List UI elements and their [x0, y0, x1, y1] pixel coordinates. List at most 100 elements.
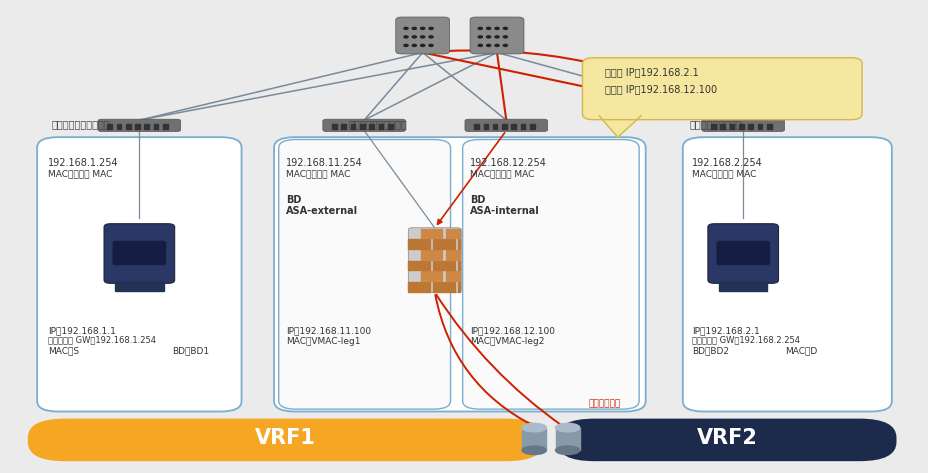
Bar: [369, 124, 373, 129]
Text: MAC：S: MAC：S: [48, 346, 80, 355]
Circle shape: [495, 36, 498, 38]
Bar: [445, 229, 460, 238]
Circle shape: [420, 44, 424, 46]
Bar: [483, 124, 488, 129]
Bar: [115, 281, 163, 291]
Bar: [474, 124, 479, 129]
Circle shape: [503, 44, 507, 46]
FancyBboxPatch shape: [37, 137, 241, 412]
Ellipse shape: [555, 423, 579, 432]
Circle shape: [495, 44, 498, 46]
Bar: [555, 428, 579, 450]
Circle shape: [486, 36, 490, 38]
Bar: [432, 261, 455, 271]
FancyBboxPatch shape: [408, 228, 460, 292]
Bar: [445, 250, 460, 260]
FancyBboxPatch shape: [465, 119, 548, 131]
Bar: [522, 428, 546, 450]
Bar: [420, 229, 442, 238]
Text: ASA-external: ASA-external: [286, 206, 358, 216]
Circle shape: [478, 27, 482, 29]
Text: MAC：VMAC-leg1: MAC：VMAC-leg1: [286, 337, 360, 346]
Circle shape: [429, 44, 432, 46]
Bar: [757, 124, 762, 129]
FancyBboxPatch shape: [557, 419, 896, 461]
Bar: [379, 124, 383, 129]
Text: BD: BD: [470, 195, 485, 205]
FancyBboxPatch shape: [278, 140, 450, 409]
Circle shape: [478, 36, 482, 38]
Text: IP：192.168.12.100: IP：192.168.12.100: [470, 326, 554, 335]
Circle shape: [404, 27, 407, 29]
Text: MAC：リーフ MAC: MAC：リーフ MAC: [691, 169, 755, 178]
Bar: [493, 124, 497, 129]
Bar: [458, 261, 460, 271]
FancyBboxPatch shape: [28, 419, 543, 461]
Text: IP：192.168.1.1: IP：192.168.1.1: [48, 326, 116, 335]
Circle shape: [412, 36, 416, 38]
Text: VRF2: VRF2: [696, 428, 756, 447]
Text: VRF1: VRF1: [255, 428, 316, 447]
FancyBboxPatch shape: [715, 241, 769, 265]
Text: MAC：リーフ MAC: MAC：リーフ MAC: [470, 169, 534, 178]
Text: ASA-internal: ASA-internal: [470, 206, 539, 216]
Text: 192.168.11.254: 192.168.11.254: [286, 158, 363, 168]
Bar: [420, 250, 442, 260]
Circle shape: [486, 27, 490, 29]
Ellipse shape: [555, 446, 579, 455]
FancyBboxPatch shape: [682, 137, 891, 412]
Circle shape: [404, 36, 407, 38]
FancyBboxPatch shape: [274, 137, 645, 412]
FancyBboxPatch shape: [707, 224, 778, 283]
Text: MAC：D: MAC：D: [784, 346, 817, 355]
Text: プロバイダーリーフ: プロバイダーリーフ: [689, 119, 741, 129]
FancyBboxPatch shape: [395, 17, 449, 54]
Circle shape: [412, 44, 416, 46]
Bar: [388, 124, 393, 129]
Text: BD: BD: [286, 195, 302, 205]
Bar: [135, 124, 139, 129]
Text: MAC：リーフ MAC: MAC：リーフ MAC: [286, 169, 350, 178]
Bar: [718, 281, 767, 291]
Text: IP：192.168.2.1: IP：192.168.2.1: [691, 326, 759, 335]
Bar: [432, 282, 455, 291]
Bar: [748, 124, 752, 129]
FancyBboxPatch shape: [104, 224, 174, 283]
Bar: [511, 124, 516, 129]
Bar: [529, 124, 534, 129]
Circle shape: [404, 44, 407, 46]
Bar: [458, 239, 460, 249]
Text: 送信元 IP：192.168.2.1: 送信元 IP：192.168.2.1: [604, 67, 698, 77]
FancyBboxPatch shape: [462, 140, 638, 409]
Bar: [408, 282, 429, 291]
Text: 接続先 IP：192.168.12.100: 接続先 IP：192.168.12.100: [604, 84, 716, 94]
Bar: [502, 124, 507, 129]
Bar: [420, 271, 442, 281]
FancyBboxPatch shape: [702, 119, 783, 131]
Circle shape: [420, 27, 424, 29]
Bar: [720, 124, 724, 129]
Bar: [107, 124, 111, 129]
Text: BD：BD2: BD：BD2: [691, 346, 728, 355]
Text: 192.168.2.254: 192.168.2.254: [691, 158, 762, 168]
Text: 192.168.12.254: 192.168.12.254: [470, 158, 547, 168]
Bar: [445, 271, 460, 281]
Polygon shape: [599, 116, 640, 137]
Text: 192.168.1.254: 192.168.1.254: [48, 158, 119, 168]
Text: コンシューマーリーフ: コンシューマーリーフ: [51, 119, 110, 129]
Circle shape: [478, 44, 482, 46]
Bar: [145, 124, 149, 129]
Text: IP：192.168.11.100: IP：192.168.11.100: [286, 326, 371, 335]
Bar: [432, 239, 455, 249]
Circle shape: [486, 44, 490, 46]
Text: デフォルト GW：192.168.2.254: デフォルト GW：192.168.2.254: [691, 336, 799, 345]
FancyBboxPatch shape: [97, 119, 180, 131]
Bar: [408, 261, 429, 271]
FancyBboxPatch shape: [112, 241, 166, 265]
Bar: [125, 124, 130, 129]
Circle shape: [429, 36, 432, 38]
Text: デフォルト GW：192.168.1.254: デフォルト GW：192.168.1.254: [48, 336, 156, 345]
Bar: [360, 124, 364, 129]
Ellipse shape: [522, 423, 546, 432]
Text: MAC：リーフ MAC: MAC：リーフ MAC: [48, 169, 112, 178]
